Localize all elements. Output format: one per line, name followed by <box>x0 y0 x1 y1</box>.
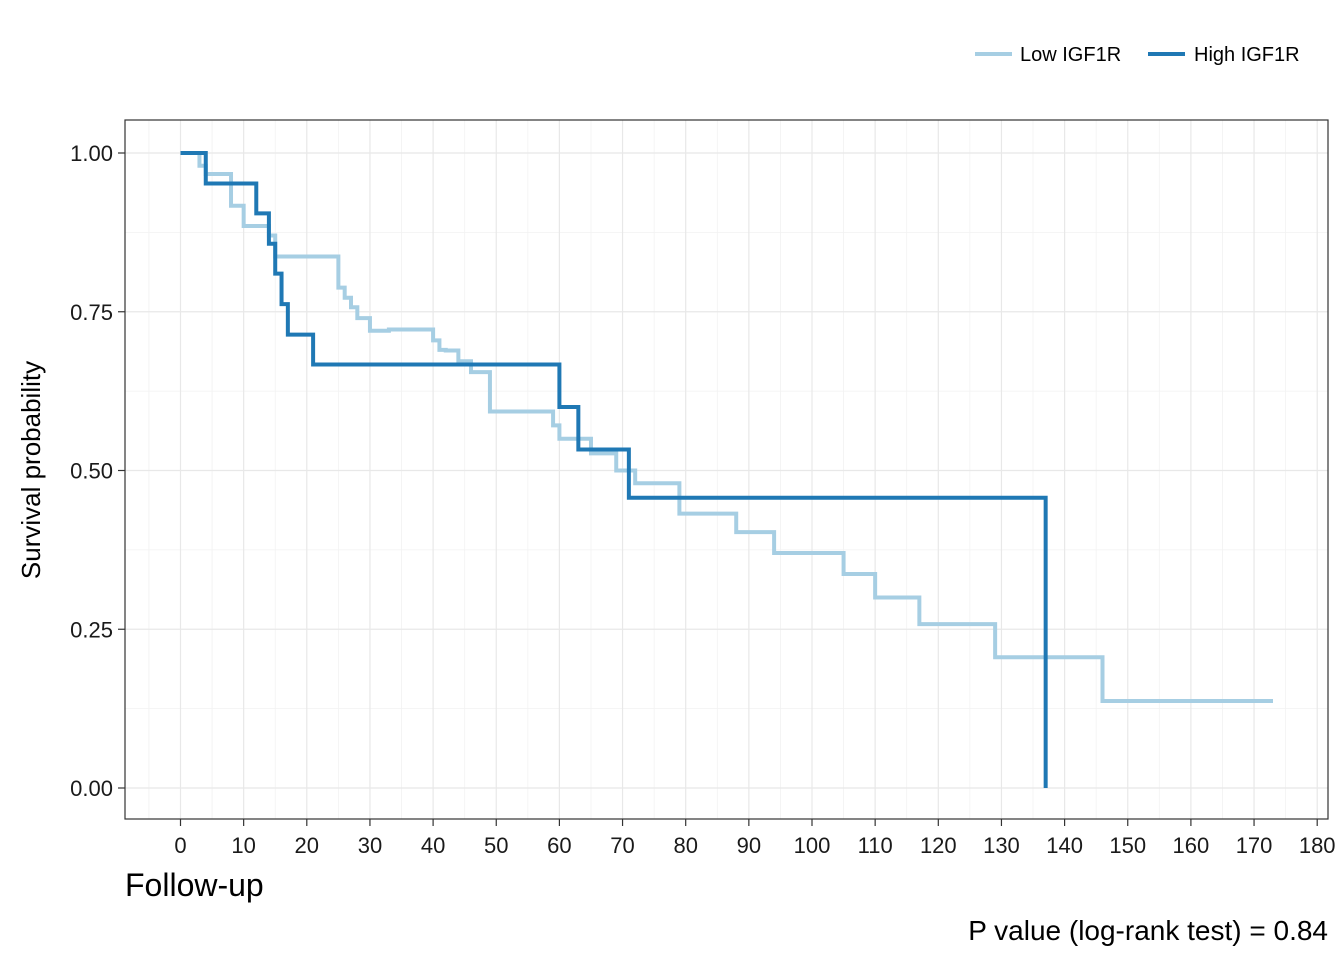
x-tick-label: 20 <box>295 833 319 858</box>
x-tick-label: 10 <box>231 833 255 858</box>
x-tick-label: 70 <box>610 833 634 858</box>
x-tick-label: 60 <box>547 833 571 858</box>
legend-label-low-igf1r: Low IGF1R <box>1020 44 1121 66</box>
series-line-high-igf1r <box>180 151 1048 788</box>
x-tick-label: 90 <box>737 833 761 858</box>
x-axis-title: Follow-up <box>125 867 264 903</box>
y-tick-label: 0.75 <box>70 300 113 325</box>
x-tick-label: 110 <box>858 833 893 858</box>
x-tick-label: 30 <box>358 833 382 858</box>
p-value-annotation: P value (log-rank test) = 0.84 <box>968 915 1328 946</box>
series-line-low-igf1r <box>180 151 1273 704</box>
x-tick-label: 130 <box>983 833 1020 858</box>
x-tick-label: 100 <box>794 833 831 858</box>
y-tick-label: 0.25 <box>70 617 113 642</box>
x-tick-label: 80 <box>673 833 697 858</box>
x-axis: 0 10 20 30 40 50 60 70 80 90 100 110 120 130 140 150 160… <box>174 819 1336 858</box>
y-tick-label: 0.00 <box>70 776 113 801</box>
panel-border <box>124 119 1329 820</box>
y-axis-title: Survival probability <box>16 361 46 579</box>
x-tick-label: 180 <box>1299 833 1336 858</box>
x-tick-label: 140 <box>1046 833 1083 858</box>
x-tick-label: 0 <box>174 833 186 858</box>
y-tick-label: 0.50 <box>70 459 113 484</box>
legend-label-high-igf1r: High IGF1R <box>1194 44 1300 66</box>
x-tick-label: 120 <box>920 833 957 858</box>
y-tick-label: 1.00 <box>70 141 113 166</box>
x-tick-label: 50 <box>484 833 508 858</box>
legend: Low IGF1R High IGF1R <box>975 44 1300 66</box>
series-layer <box>180 151 1273 788</box>
x-tick-label: 160 <box>1173 833 1210 858</box>
y-axis: 0.00 0.25 0.50 0.75 1.00 <box>70 141 125 801</box>
x-tick-label: 150 <box>1109 833 1146 858</box>
x-tick-label: 40 <box>421 833 445 858</box>
x-tick-label: 170 <box>1236 833 1273 858</box>
